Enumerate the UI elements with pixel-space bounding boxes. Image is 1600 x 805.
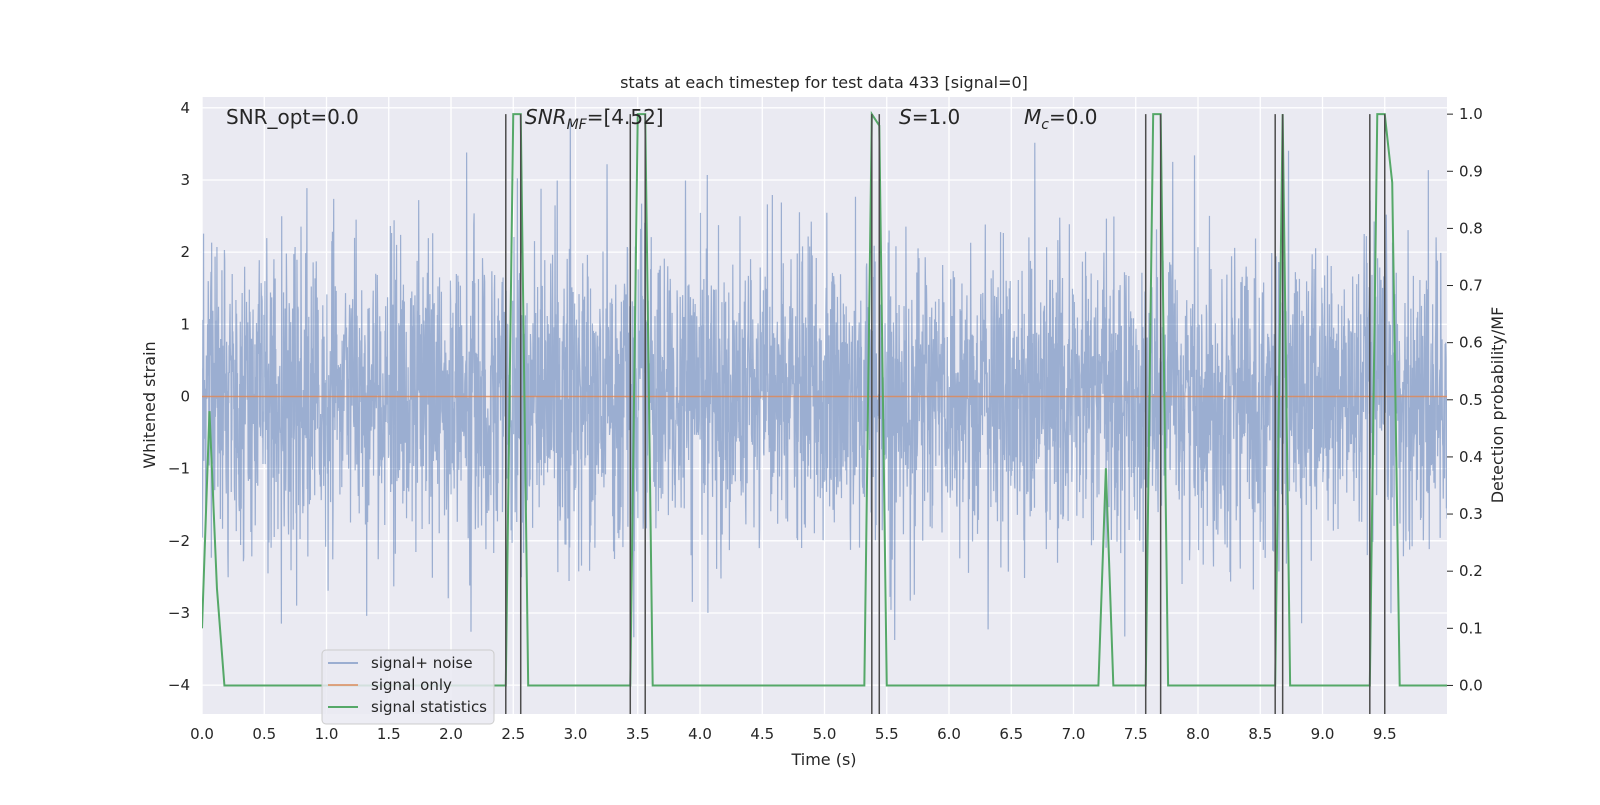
- y-tick-label-right: 0.6: [1459, 334, 1483, 352]
- x-tick-label: 9.5: [1373, 725, 1397, 743]
- y-axis-label-right: Detection probability/MF: [1488, 307, 1507, 504]
- x-tick-label: 4.0: [688, 725, 712, 743]
- annotation-mc-value: =0.0: [1049, 105, 1098, 129]
- annotation-snr-mf-value: =[4.52]: [587, 105, 664, 129]
- annotation-s-value: =1.0: [912, 105, 961, 129]
- annotation-mc: Mc=0.0: [1024, 105, 1098, 133]
- y-tick-label-left: 4: [180, 99, 190, 117]
- y-tick-label-right: 0.5: [1459, 391, 1483, 409]
- annotation-snr-mf: SNRMF=[4.52]: [525, 105, 664, 133]
- y-tick-label-right: 0.9: [1459, 162, 1483, 180]
- chart-title: stats at each timestep for test data 433…: [620, 73, 1028, 92]
- x-tick-label: 1.5: [377, 725, 401, 743]
- annotation-snr-mf-subscript: MF: [567, 117, 588, 133]
- y-tick-label-left: 3: [180, 171, 190, 189]
- legend-label-signal-noise: signal+ noise: [371, 654, 473, 672]
- y-tick-label-right: 0.2: [1459, 562, 1483, 580]
- x-tick-label: 3.0: [564, 725, 588, 743]
- y-tick-label-left: 2: [180, 243, 190, 261]
- y-tick-label-right: 0.0: [1459, 676, 1483, 694]
- annotation-s-symbol: S: [899, 105, 912, 129]
- x-tick-label: 2.5: [501, 725, 525, 743]
- x-tick-label: 0.0: [190, 725, 214, 743]
- y-tick-label-left: −2: [168, 532, 190, 550]
- y-tick-label-right: 1.0: [1459, 105, 1483, 123]
- annotation-s: S=1.0: [899, 105, 960, 129]
- y-axis-label-left: Whitened strain: [140, 341, 159, 468]
- y-tick-label-left: 0: [180, 387, 190, 405]
- x-tick-label: 3.5: [626, 725, 650, 743]
- annotation-mc-symbol: M: [1024, 105, 1041, 129]
- x-tick-label: 1.0: [315, 725, 339, 743]
- x-tick-label: 8.0: [1186, 725, 1210, 743]
- x-tick-label: 2.0: [439, 725, 463, 743]
- x-tick-label: 0.5: [252, 725, 276, 743]
- x-tick-label: 6.5: [999, 725, 1023, 743]
- y-tick-label-left: −1: [168, 460, 190, 478]
- y-tick-label-left: −4: [168, 676, 190, 694]
- x-tick-label: 4.5: [750, 725, 774, 743]
- annotation-snr-opt: SNR_opt=0.0: [226, 105, 359, 129]
- x-tick-label: 7.5: [1124, 725, 1148, 743]
- x-tick-label: 5.5: [875, 725, 899, 743]
- x-tick-label: 9.0: [1311, 725, 1335, 743]
- y-tick-label-right: 0.3: [1459, 505, 1483, 523]
- legend-label-signal-only: signal only: [371, 676, 452, 694]
- x-tick-label: 7.0: [1062, 725, 1086, 743]
- y-tick-label-left: 1: [180, 315, 190, 333]
- x-tick-label: 8.5: [1248, 725, 1272, 743]
- x-tick-label: 6.0: [937, 725, 961, 743]
- y-tick-label-right: 0.4: [1459, 448, 1483, 466]
- legend-label-signal-statistics: signal statistics: [371, 698, 487, 716]
- y-tick-label-right: 0.7: [1459, 277, 1483, 295]
- x-tick-label: 5.0: [813, 725, 837, 743]
- y-tick-label-right: 0.1: [1459, 619, 1483, 637]
- annotation-snr-mf-symbol: SNR: [525, 105, 567, 129]
- x-axis-label: Time (s): [790, 750, 856, 769]
- y-tick-label-left: −3: [168, 604, 190, 622]
- y-tick-label-right: 0.8: [1459, 219, 1483, 237]
- legend: signal+ noise signal only signal statist…: [322, 650, 494, 724]
